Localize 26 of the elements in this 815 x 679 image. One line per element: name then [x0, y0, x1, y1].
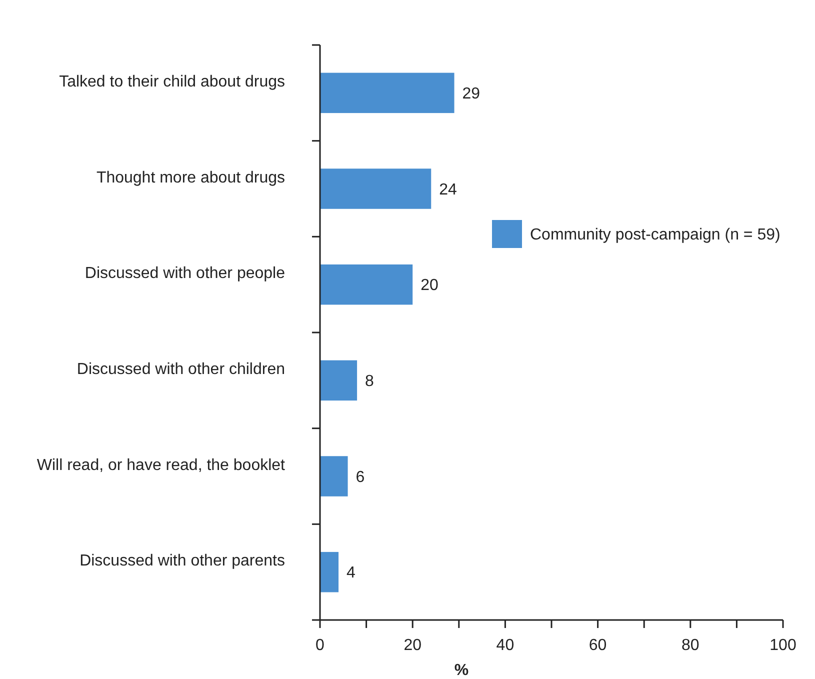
x-axis-title: %	[454, 662, 469, 679]
bar	[320, 552, 339, 592]
y-tick-label: Discussed with other people	[84, 265, 286, 282]
bar	[320, 72, 454, 114]
x-tick-label: 0	[316, 637, 325, 654]
bar	[320, 456, 348, 496]
x-tick-label: 80	[682, 637, 700, 654]
bar	[320, 168, 432, 209]
y-tick-label: Will read, or have read, the booklet	[36, 456, 286, 474]
x-tick-label: 40	[496, 637, 514, 654]
data-label: 29	[462, 86, 480, 103]
data-label: 4	[346, 564, 356, 582]
y-tick-label: Discussed with other children	[76, 361, 285, 378]
data-label: 6	[356, 468, 365, 486]
x-tick-label: 100	[770, 637, 796, 654]
data-label: 20	[420, 277, 438, 294]
legend-label: Community post-campaign (n = 59)	[530, 226, 780, 244]
x-tick-label: 20	[404, 637, 422, 654]
data-label: 24	[439, 181, 458, 198]
y-tick-label: Thought more about drugs	[96, 169, 285, 186]
x-tick-label: 60	[588, 637, 607, 654]
bar	[320, 360, 358, 401]
y-tick-label: Discussed with other parents	[80, 552, 285, 570]
data-label: 8	[365, 373, 374, 390]
y-tick-label: Talked to their child about drugs	[59, 74, 285, 91]
bar	[320, 264, 413, 305]
